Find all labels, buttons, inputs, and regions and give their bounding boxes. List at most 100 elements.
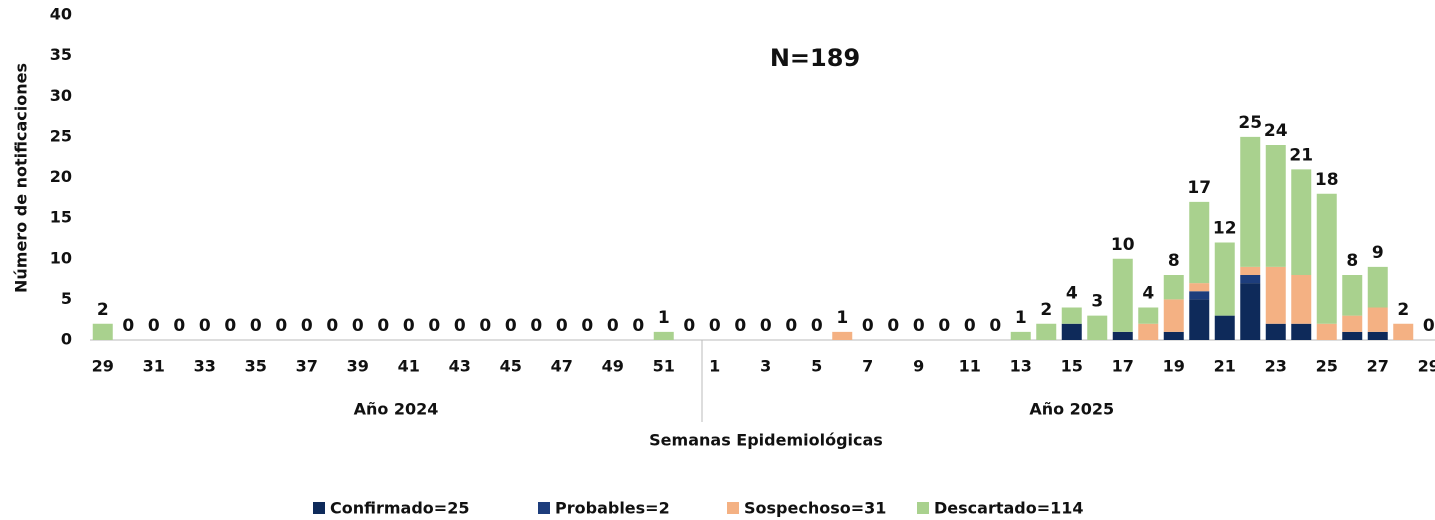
bar-segment — [1240, 136, 1261, 267]
y-tick-label: 35 — [50, 45, 72, 64]
x-tick-label: 5 — [811, 357, 822, 376]
bar-segment — [1010, 331, 1031, 340]
total-label: 0 — [887, 316, 899, 336]
bar-segment — [1138, 323, 1159, 340]
bar-segment — [1163, 275, 1184, 300]
total-label: 9 — [1372, 243, 1384, 263]
bar-segment — [1240, 283, 1261, 340]
x-tick-label: 23 — [1265, 357, 1287, 376]
total-label: 0 — [1423, 316, 1435, 336]
y-tick-label: 15 — [50, 208, 72, 227]
x-tick-label: 41 — [398, 357, 420, 376]
bar-segment — [1163, 331, 1184, 340]
x-tick-label: 31 — [143, 357, 165, 376]
total-label: 17 — [1187, 178, 1211, 198]
bar-segment — [1393, 323, 1414, 340]
x-tick-label: 7 — [862, 357, 873, 376]
total-label: 1 — [1015, 308, 1027, 328]
bar-segment — [1316, 323, 1337, 340]
total-label: 0 — [224, 316, 236, 336]
total-label: 0 — [301, 316, 313, 336]
total-label: 1 — [658, 308, 670, 328]
bar-segment — [92, 323, 113, 340]
bar-segment — [1061, 307, 1082, 324]
total-label: 8 — [1346, 251, 1358, 271]
total-label: 0 — [556, 316, 568, 336]
bar-segment — [1342, 275, 1363, 316]
legend-swatch — [313, 502, 325, 514]
bar-segment — [1240, 266, 1261, 275]
bar-segment — [1291, 169, 1312, 275]
bar-segment — [1112, 258, 1133, 332]
x-tick-label: 49 — [602, 357, 624, 376]
x-tick-label: 43 — [449, 357, 471, 376]
legend-label: Sospechoso=31 — [744, 499, 886, 518]
total-label: 3 — [1091, 292, 1103, 312]
x-tick-label: 35 — [245, 357, 267, 376]
bar-segment — [1036, 323, 1057, 340]
y-tick-label: 30 — [50, 86, 72, 105]
bar-segment — [1087, 315, 1108, 340]
x-tick-label: 25 — [1316, 357, 1338, 376]
total-label: 0 — [352, 316, 364, 336]
total-label: 0 — [862, 316, 874, 336]
bar-segment — [1240, 275, 1261, 284]
x-tick-label: 13 — [1010, 357, 1032, 376]
total-label: 2 — [97, 300, 109, 320]
bar-segment — [1189, 201, 1210, 284]
bar-segment — [1214, 242, 1235, 316]
y-tick-label: 10 — [50, 248, 72, 267]
total-label: 0 — [479, 316, 491, 336]
bar-segment — [1316, 193, 1337, 324]
legend-label: Probables=2 — [555, 499, 670, 518]
total-label: 0 — [964, 316, 976, 336]
x-tick-label: 21 — [1214, 357, 1236, 376]
total-label: 0 — [403, 316, 415, 336]
bar-segment — [1367, 331, 1388, 340]
legend-swatch — [538, 502, 550, 514]
total-label: 0 — [173, 316, 185, 336]
legend-swatch — [917, 502, 929, 514]
total-label: 4 — [1066, 284, 1078, 304]
x-tick-label: 15 — [1061, 357, 1083, 376]
total-label: 0 — [938, 316, 950, 336]
total-label: 12 — [1213, 219, 1237, 239]
total-label: 0 — [709, 316, 721, 336]
total-label: 0 — [530, 316, 542, 336]
y-tick-label: 25 — [50, 126, 72, 145]
x-tick-label: 17 — [1112, 357, 1134, 376]
total-label: 0 — [581, 316, 593, 336]
x-group-label: Año 2024 — [354, 400, 439, 419]
total-label: 0 — [913, 316, 925, 336]
bar-segment — [1342, 315, 1363, 332]
x-tick-label: 3 — [760, 357, 771, 376]
bar-segment — [653, 331, 674, 340]
x-tick-label: 29 — [1418, 357, 1435, 376]
x-tick-label: 37 — [296, 357, 318, 376]
bar-segment — [1265, 266, 1286, 324]
x-tick-label: 1 — [709, 357, 720, 376]
total-label: 0 — [760, 316, 772, 336]
total-label: 0 — [683, 316, 695, 336]
y-tick-label: 5 — [61, 289, 72, 308]
total-label: 21 — [1289, 145, 1313, 165]
y-tick-label: 0 — [61, 330, 72, 349]
bar-segment — [1291, 323, 1312, 340]
total-label: 2 — [1040, 300, 1052, 320]
total-label: 0 — [505, 316, 517, 336]
bar-segment — [1163, 299, 1184, 332]
total-label: 0 — [811, 316, 823, 336]
total-label: 8 — [1168, 251, 1180, 271]
x-group-label: Año 2025 — [1029, 400, 1114, 419]
total-label: 0 — [148, 316, 160, 336]
total-label: 18 — [1315, 170, 1339, 190]
total-label: 0 — [989, 316, 1001, 336]
x-tick-label: 9 — [913, 357, 924, 376]
total-label: 4 — [1142, 284, 1154, 304]
bar-segment — [1291, 275, 1312, 324]
bar-segment — [1061, 323, 1082, 340]
total-label: 1 — [836, 308, 848, 328]
x-tick-label: 51 — [653, 357, 675, 376]
bar-segment — [832, 331, 853, 340]
